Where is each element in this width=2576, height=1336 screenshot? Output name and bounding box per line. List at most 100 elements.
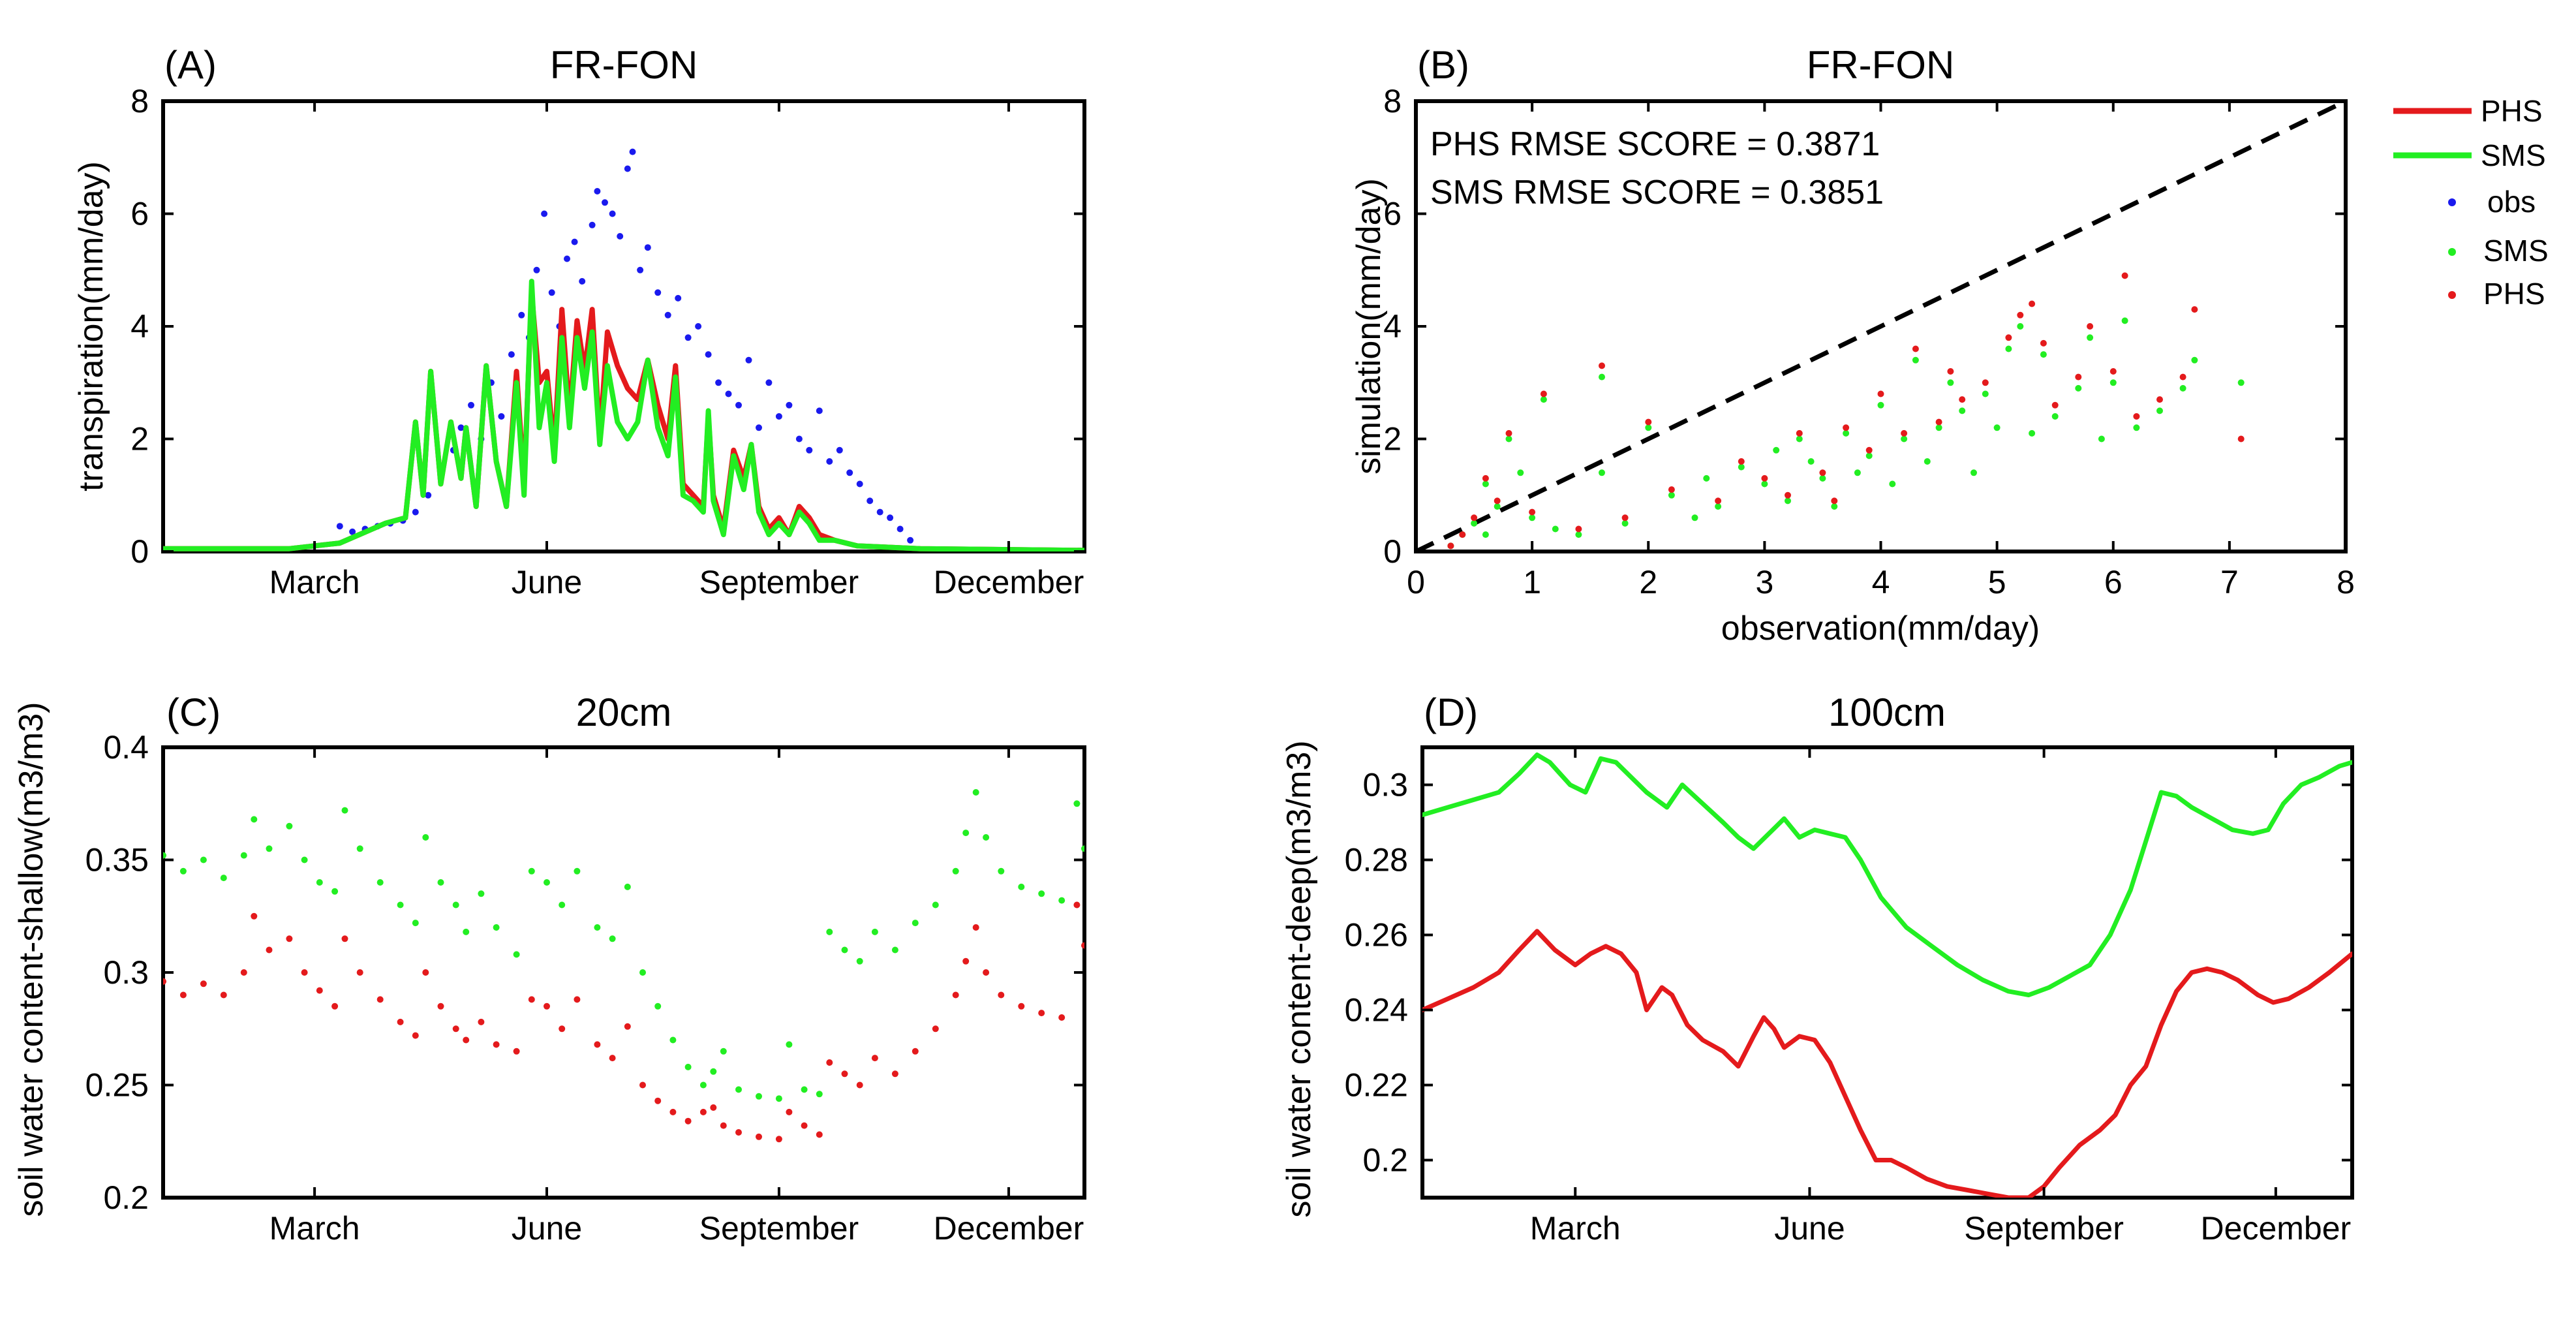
panel-b-sms-point-14 (1621, 520, 1629, 527)
panel-c-phs-point-1 (179, 991, 187, 999)
panel-d-series-sms-line (1422, 753, 2352, 997)
panel-c-sms-point-56 (1038, 890, 1045, 897)
panel-b-ticks: 0 1 2 3 4 5 6 7 8 0 2 4 6 8 (1383, 83, 2355, 600)
panel-b-one-to-one-line (1416, 101, 2346, 551)
panel-b-ytick-label-0: 0 (1383, 533, 1402, 570)
panel-b-phs-point-2 (1471, 514, 1478, 521)
panel-b-phs-point-22 (1877, 390, 1884, 397)
panel-a-obs-point-37 (684, 334, 692, 341)
panel-c-sms-point-52 (972, 789, 979, 796)
panel-c-sms-point-1 (179, 867, 187, 875)
panel-a-obs-point-43 (745, 356, 752, 364)
panel-c-phs-point-4 (240, 969, 247, 976)
panel-a-frame (161, 99, 1086, 553)
panel-c-phs-point-47 (891, 1070, 898, 1078)
panel-c-sms-point-18 (452, 901, 459, 909)
panel-b-sms-point-31 (1877, 401, 1884, 409)
panel-d-ylabel: soil water content-deep(m3/m3) (1280, 740, 1318, 1217)
panel-c-sms-point-8 (301, 856, 308, 863)
panel-a-obs-point-20 (548, 289, 555, 296)
panel-c-sms-point-35 (710, 1068, 717, 1075)
panel-c-sms-point-4 (240, 852, 247, 859)
panel-b-label: (B) (1417, 43, 1469, 87)
panel-c-sms-point-48 (912, 920, 919, 927)
panel-c-sms-point-15 (412, 920, 419, 927)
panel-b-sms-point-3 (1482, 480, 1489, 488)
panel-c-phs-point-2 (200, 980, 207, 987)
panel-b-xtick-label-3: 3 (1755, 564, 1773, 600)
panel-c-sms-point-45 (856, 957, 863, 965)
panel-c-phs-point-10 (331, 1002, 339, 1010)
panel-b-sms-point-56 (2237, 379, 2245, 386)
panel-b-sms-point-55 (2191, 356, 2198, 364)
panel-d-ytick-label-2: 0.24 (1345, 992, 1408, 1029)
panel-d-xtick-label-1: June (1774, 1210, 1845, 1247)
panel-b-sms-point-41 (1993, 424, 2001, 431)
panel-c-sms-point-25 (559, 901, 566, 909)
panel-a-xtick-label-0: March (269, 564, 360, 600)
panel-c-phs-point-30 (639, 1081, 646, 1089)
panel-b-sms-point-32 (1889, 480, 1896, 488)
panel-b-sms-point-11 (1575, 531, 1582, 538)
panel-b-sms-point-16 (1668, 491, 1675, 499)
panel-d: March June September December 0.2 0.22 0.24 0.2… (1280, 691, 2354, 1247)
panel-c-marks (163, 789, 1084, 1143)
legend-label-sms-dot: SMS (2483, 234, 2549, 268)
panel-b-sms-point-13 (1599, 373, 1605, 381)
panel-b-sms-point-53 (2156, 407, 2163, 414)
panel-c-phs-point-21 (493, 1041, 500, 1048)
panel-d-xtick-label-0: March (1530, 1210, 1621, 1247)
panel-c-sms-point-55 (1018, 883, 1025, 890)
panel-b-sms-point-2 (1471, 520, 1478, 527)
panel-b-phs-point-12 (1668, 486, 1675, 493)
panel-c-phs-point-35 (710, 1104, 717, 1111)
panel-a-obs-point-28 (609, 210, 616, 217)
panel-c-sms-point-26 (574, 867, 581, 875)
panel-b-sms-point-6 (1505, 435, 1512, 443)
panel-b-sms-point-28 (1843, 429, 1850, 437)
panel-b-xtick-label-0: 0 (1407, 564, 1425, 600)
panel-b-xlabel: observation(mm/day) (1721, 610, 2040, 647)
panel-a-series-sms-line (163, 279, 1084, 551)
panel-c-sms-point-41 (801, 1086, 808, 1093)
panel-a-marks (163, 148, 1084, 551)
panel-a-label: (A) (164, 43, 217, 87)
panel-a-obs-point-32 (637, 266, 644, 273)
panel-b-sms-point-17 (1691, 514, 1698, 521)
panel-c-phs-point-44 (841, 1070, 848, 1078)
panel-c-sms-point-54 (998, 867, 1005, 875)
panel-d-ytick-label-3: 0.26 (1345, 917, 1408, 954)
panel-a-obs-point-38 (695, 323, 702, 330)
panel-c-sms-point-2 (200, 856, 207, 863)
panel-a-obs-point-39 (705, 351, 712, 358)
panel-b-sms-point-44 (2029, 429, 2036, 437)
panel-c-sms-point-19 (463, 928, 470, 935)
panel-c-sms-point-32 (669, 1036, 677, 1044)
panel-b-sms-point-9 (1540, 396, 1547, 403)
panel-b-sms-point-23 (1785, 497, 1791, 505)
panel-c-phs-point-46 (871, 1055, 878, 1062)
panel-a-obs-point-27 (602, 199, 608, 206)
panel-b-sms-point-34 (1912, 356, 1919, 364)
panel-b-xtick-label-7: 7 (2220, 564, 2239, 600)
panel-c-phs-point-24 (544, 1002, 550, 1010)
panel-b-phs-point-30 (2017, 311, 2024, 318)
panel-b-phs-point-34 (2075, 373, 2082, 381)
panel-c-sms-point-29 (624, 883, 631, 890)
panel-c-ytick-label-1: 0.25 (85, 1067, 149, 1104)
panel-b-phs-point-18 (1819, 469, 1826, 476)
panel-c-xtick-label-0: March (269, 1210, 360, 1247)
panel-a-obs-point-26 (594, 188, 601, 194)
panel-c-phs-point-50 (952, 991, 959, 999)
panel-b-sms-point-18 (1703, 474, 1710, 482)
panel-a-obs-point-1 (349, 528, 356, 535)
panel-c-phs-point-14 (397, 1018, 404, 1025)
panel-c-sms-point-43 (826, 928, 833, 935)
panel-b-phs-point-42 (2237, 435, 2245, 443)
panel-b-phs-point-24 (1912, 345, 1919, 352)
panel-c-phs-point-9 (316, 987, 323, 994)
panel-d-ytick-label-0: 0.2 (1362, 1142, 1408, 1179)
panel-c-phs-point-16 (422, 969, 429, 976)
panel-c-phs-point-26 (574, 996, 581, 1003)
panel-b-xtick-label-2: 2 (1639, 564, 1657, 600)
